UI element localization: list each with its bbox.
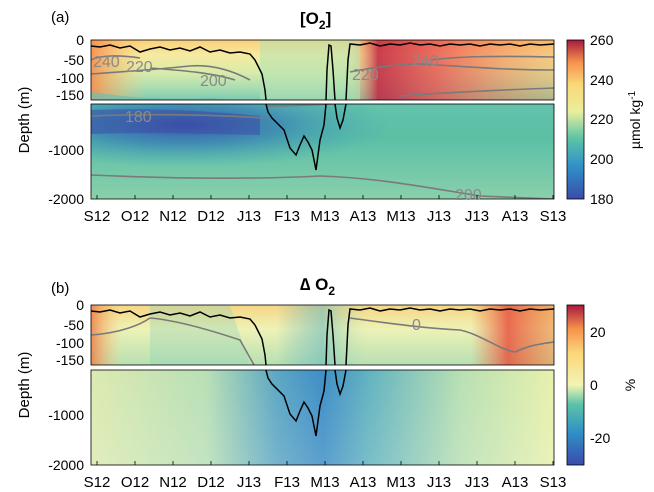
x-tick-label: N12 <box>159 474 187 491</box>
x-tick-label: A13 <box>502 474 529 491</box>
panel-b-colorbar-label: % <box>622 379 638 391</box>
contour-label: 240 <box>412 53 439 70</box>
x-tick-label: F13 <box>274 208 300 225</box>
x-tick-label: J13 <box>427 474 451 491</box>
colorbar-tick-label: 240 <box>590 72 614 88</box>
x-tick-label: F13 <box>274 474 300 491</box>
panel-b-lower-field <box>91 370 554 465</box>
x-tick-label: O12 <box>121 208 149 225</box>
x-tick-label: M13 <box>386 208 415 225</box>
contour-label: 220 <box>126 59 153 76</box>
contour-label: 180 <box>125 109 152 126</box>
x-tick-label: D12 <box>197 208 225 225</box>
y-tick-label: -50 <box>64 52 84 68</box>
x-tick-label: M13 <box>310 208 339 225</box>
x-tick-label: N12 <box>159 208 187 225</box>
x-tick-label: O12 <box>121 474 149 491</box>
y-tick-label: -1000 <box>48 407 84 423</box>
colorbar-tick-label: 20 <box>590 324 606 340</box>
panel-b-y-ticks: 0 -50 -100 -150 -1000 -2000 <box>48 297 84 473</box>
panel-b: (b) ∆ O2 0 0 -50 -100 -150 -1000 -2000 D… <box>16 275 638 491</box>
x-tick-label: J13 <box>465 208 489 225</box>
panel-b-colorbar-ticks: 20 0 -20 <box>590 324 610 446</box>
panel-b-mld-line <box>90 307 555 437</box>
x-tick-label: S12 <box>84 208 111 225</box>
panel-a-label: (a) <box>51 9 69 26</box>
colorbar-tick-label: 220 <box>590 111 614 127</box>
y-tick-label: -100 <box>56 70 84 86</box>
panel-a-x-ticks: S12 O12 N12 D12 J13 F13 M13 A13 M13 J13 J13 A13 S13 <box>84 195 567 225</box>
y-tick-label: -100 <box>56 335 84 351</box>
y-tick-label: 0 <box>76 32 84 48</box>
x-tick-label: J13 <box>237 474 261 491</box>
panel-a-colorbar-ticks: 260 240 220 200 180 <box>590 32 614 207</box>
x-tick-label: M13 <box>386 474 415 491</box>
panel-b-upper-field <box>91 305 554 365</box>
x-tick-label: A13 <box>502 208 529 225</box>
y-tick-label: -2000 <box>48 191 84 207</box>
colorbar-tick-label: 200 <box>590 151 614 167</box>
colorbar-tick-label: 260 <box>590 32 614 48</box>
y-tick-label: -50 <box>64 317 84 333</box>
panel-a-ylabel: Depth (m) <box>16 87 33 154</box>
x-tick-label: S13 <box>540 208 567 225</box>
x-tick-label: D12 <box>197 474 225 491</box>
colorbar-tick-label: -20 <box>590 430 610 446</box>
panel-a-title: [O2] <box>300 9 331 32</box>
colorbar-tick-label: 0 <box>590 377 598 393</box>
x-tick-label: S13 <box>540 474 567 491</box>
x-tick-label: A13 <box>350 474 377 491</box>
y-tick-label: 0 <box>76 297 84 313</box>
contour-label: 0 <box>412 317 421 334</box>
contour-label: 220 <box>352 67 379 84</box>
panel-a-lower-field <box>91 104 554 199</box>
y-tick-label: -2000 <box>48 457 84 473</box>
x-tick-label: J13 <box>237 208 261 225</box>
y-tick-label: -1000 <box>48 142 84 158</box>
panel-b-title: ∆ O2 <box>300 275 335 298</box>
contour-label: 240 <box>93 54 120 71</box>
contour-label: 200 <box>200 73 227 90</box>
panel-a: (a) [O2] 240 <box>16 9 643 225</box>
panel-b-label: (b) <box>51 280 69 297</box>
panel-a-mld-line <box>90 42 555 171</box>
x-tick-label: J13 <box>427 208 451 225</box>
contour-label: 200 <box>455 187 482 204</box>
panel-b-colorbar <box>566 304 585 466</box>
panel-a-colorbar-label: µmol kg-1 <box>627 90 643 149</box>
panel-a-contour-labels: 240 220 200 220 240 180 200 <box>93 53 482 204</box>
panel-a-y-ticks: 0 -50 -100 -150 -1000 -2000 <box>48 32 84 207</box>
x-tick-label: J13 <box>465 474 489 491</box>
x-tick-label: A13 <box>350 208 377 225</box>
x-tick-label: S12 <box>84 474 111 491</box>
panel-b-ylabel: Depth (m) <box>16 352 33 419</box>
x-tick-label: M13 <box>310 474 339 491</box>
panel-a-colorbar <box>566 39 585 200</box>
y-tick-label: -150 <box>56 352 84 368</box>
y-tick-label: -150 <box>56 87 84 103</box>
colorbar-tick-label: 180 <box>590 191 614 207</box>
panel-a-upper-field <box>91 40 554 100</box>
panel-b-x-ticks: S12 O12 N12 D12 J13 F13 M13 A13 M13 J13 J13 A13 S13 <box>84 461 567 491</box>
